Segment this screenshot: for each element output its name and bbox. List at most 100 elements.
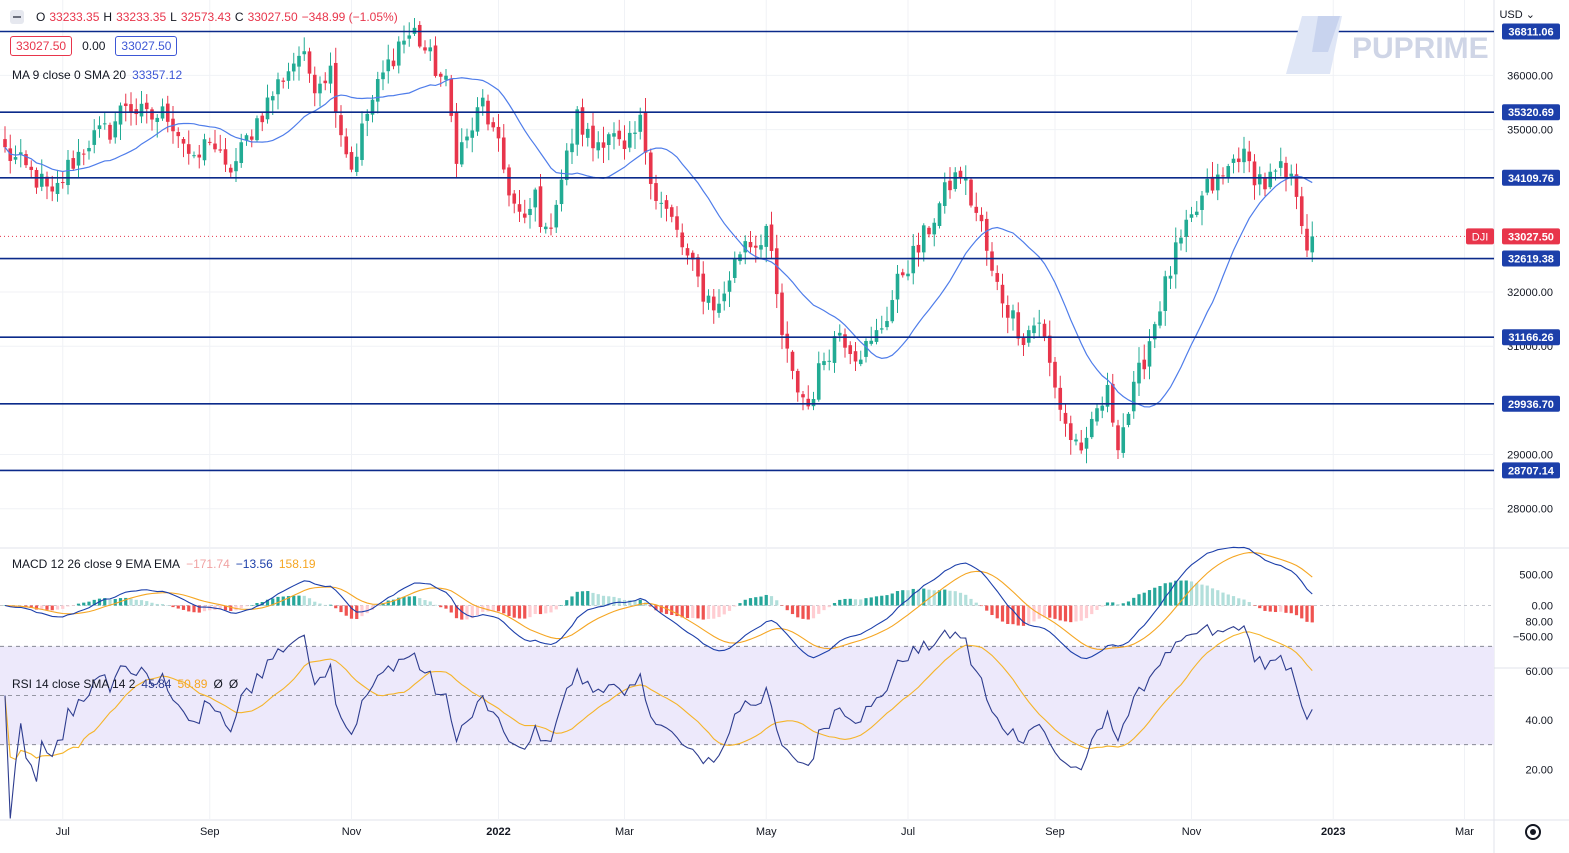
candle[interactable] <box>491 117 496 132</box>
candle[interactable] <box>900 268 905 278</box>
candle[interactable] <box>906 260 910 281</box>
candle[interactable] <box>612 122 616 150</box>
candle[interactable] <box>249 129 254 148</box>
candle[interactable] <box>71 150 76 171</box>
candle[interactable] <box>543 222 548 234</box>
candle[interactable] <box>1299 186 1304 235</box>
candle[interactable] <box>743 235 748 265</box>
candle[interactable] <box>559 169 564 212</box>
candle[interactable] <box>328 52 333 94</box>
candle[interactable] <box>722 281 727 311</box>
candle[interactable] <box>696 254 700 288</box>
candle[interactable] <box>1289 164 1294 186</box>
candle[interactable] <box>596 131 601 159</box>
candle[interactable] <box>150 107 154 131</box>
candle[interactable] <box>1142 344 1147 380</box>
candle[interactable] <box>349 146 354 173</box>
candle[interactable] <box>984 211 989 266</box>
candle[interactable] <box>711 288 716 324</box>
candle[interactable] <box>501 124 506 174</box>
candle[interactable] <box>706 289 711 310</box>
candle[interactable] <box>1215 163 1220 201</box>
candle[interactable] <box>3 126 7 153</box>
candle[interactable] <box>1116 419 1120 459</box>
candle[interactable] <box>118 102 123 140</box>
candle[interactable] <box>475 97 480 136</box>
ma-legend[interactable]: MA 9 close 0 SMA 20 33357.12 <box>12 68 182 82</box>
candle[interactable] <box>806 385 811 410</box>
candle[interactable] <box>921 223 926 262</box>
candle[interactable] <box>580 98 585 147</box>
candle[interactable] <box>323 72 328 91</box>
candle[interactable] <box>1058 375 1063 422</box>
candle[interactable] <box>1032 317 1036 340</box>
candle[interactable] <box>1110 373 1115 427</box>
candle[interactable] <box>1126 411 1131 428</box>
candle[interactable] <box>1026 325 1031 347</box>
candle[interactable] <box>470 117 475 153</box>
candle[interactable] <box>885 306 889 331</box>
candle[interactable] <box>87 140 91 160</box>
candle[interactable] <box>717 289 721 318</box>
candle[interactable] <box>381 60 385 91</box>
candle[interactable] <box>228 164 233 177</box>
candle[interactable] <box>1184 209 1189 253</box>
candle[interactable] <box>1095 404 1099 426</box>
candle[interactable] <box>701 261 706 315</box>
candle[interactable] <box>312 66 317 107</box>
candle[interactable] <box>1179 229 1183 251</box>
candle[interactable] <box>942 172 947 214</box>
candle[interactable] <box>549 213 553 236</box>
candle[interactable] <box>675 206 679 238</box>
candle[interactable] <box>606 132 611 161</box>
gear-icon[interactable] <box>1525 824 1541 840</box>
candle[interactable] <box>97 116 102 138</box>
candle[interactable] <box>291 52 296 81</box>
candle[interactable] <box>24 150 28 168</box>
candle[interactable] <box>1152 321 1157 349</box>
candle[interactable] <box>1158 301 1162 329</box>
candle[interactable] <box>265 84 270 124</box>
bid-button[interactable]: 33027.50 <box>10 36 73 56</box>
candle[interactable] <box>601 126 606 163</box>
candle[interactable] <box>496 114 501 152</box>
macd-legend[interactable]: MACD 12 26 close 9 EMA EMA −171.74 −13.5… <box>12 557 316 571</box>
candle[interactable] <box>55 169 60 202</box>
candle[interactable] <box>953 167 958 192</box>
candle[interactable] <box>1079 429 1084 454</box>
candle[interactable] <box>948 167 952 199</box>
candle[interactable] <box>139 90 144 124</box>
candle[interactable] <box>795 368 800 402</box>
candle[interactable] <box>1016 302 1021 346</box>
candle[interactable] <box>1252 154 1257 200</box>
candle[interactable] <box>76 139 81 179</box>
candle[interactable] <box>45 171 49 200</box>
candle[interactable] <box>176 127 181 148</box>
candle[interactable] <box>339 105 343 147</box>
candle[interactable] <box>837 324 842 342</box>
candle[interactable] <box>129 92 133 126</box>
candle[interactable] <box>480 89 485 116</box>
candle[interactable] <box>192 151 196 159</box>
candle[interactable] <box>202 133 207 166</box>
candle[interactable] <box>1163 270 1168 326</box>
candle[interactable] <box>102 111 107 130</box>
candle[interactable] <box>1063 402 1068 437</box>
candle[interactable] <box>244 133 249 146</box>
candle[interactable] <box>270 91 275 115</box>
candle[interactable] <box>60 171 65 189</box>
candle[interactable] <box>197 144 202 169</box>
candle[interactable] <box>995 265 1000 291</box>
candle[interactable] <box>664 194 669 222</box>
candle[interactable] <box>1005 295 1010 334</box>
candle[interactable] <box>648 148 653 200</box>
candle[interactable] <box>1089 411 1094 440</box>
candle[interactable] <box>1268 163 1273 190</box>
currency-select[interactable]: USD ⌄ <box>1499 8 1535 21</box>
candle[interactable] <box>186 130 191 165</box>
candle[interactable] <box>1236 147 1241 173</box>
rsi-legend[interactable]: RSI 14 close SMA 14 2 45.84 50.89 Ø Ø <box>12 677 238 691</box>
candle[interactable] <box>1131 371 1136 419</box>
candle[interactable] <box>591 111 595 162</box>
candle[interactable] <box>386 44 391 84</box>
